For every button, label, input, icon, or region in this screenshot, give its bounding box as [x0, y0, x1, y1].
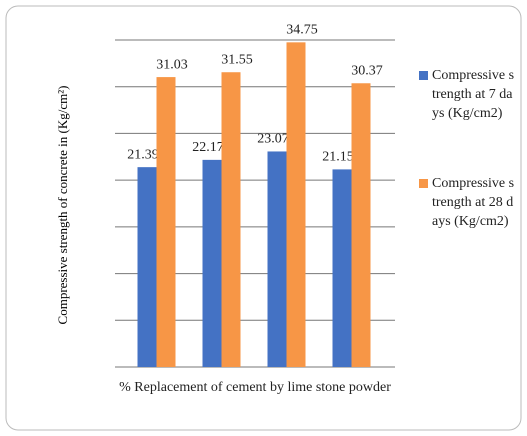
bar — [286, 42, 306, 367]
x-axis-label: % Replacement of cement by lime stone po… — [119, 380, 391, 395]
data-label: 22.17 — [192, 140, 224, 155]
legend-swatch — [419, 71, 428, 80]
data-label: 31.03 — [156, 57, 188, 72]
data-label: 23.07 — [257, 132, 289, 147]
bar — [202, 159, 222, 367]
bar — [137, 167, 157, 367]
bar — [267, 151, 287, 367]
legend-label: Compressive strength at 28 days (Kg/cm2) — [432, 176, 515, 229]
chart-border — [5, 5, 522, 431]
data-label: 21.39 — [127, 147, 159, 162]
bar — [156, 77, 176, 368]
data-label: 30.37 — [351, 63, 383, 78]
bar — [221, 72, 241, 368]
data-label: 31.55 — [221, 52, 253, 67]
data-label: 21.15 — [322, 150, 354, 165]
legend-label: Compressive strength at 7 days (Kg/cm2) — [432, 68, 515, 121]
bar — [332, 169, 352, 367]
data-label: 34.75 — [286, 23, 318, 38]
legend-swatch — [419, 179, 428, 188]
bar — [351, 83, 371, 367]
y-axis-label: Compressive strength of concrete in (Kg/… — [55, 86, 70, 325]
